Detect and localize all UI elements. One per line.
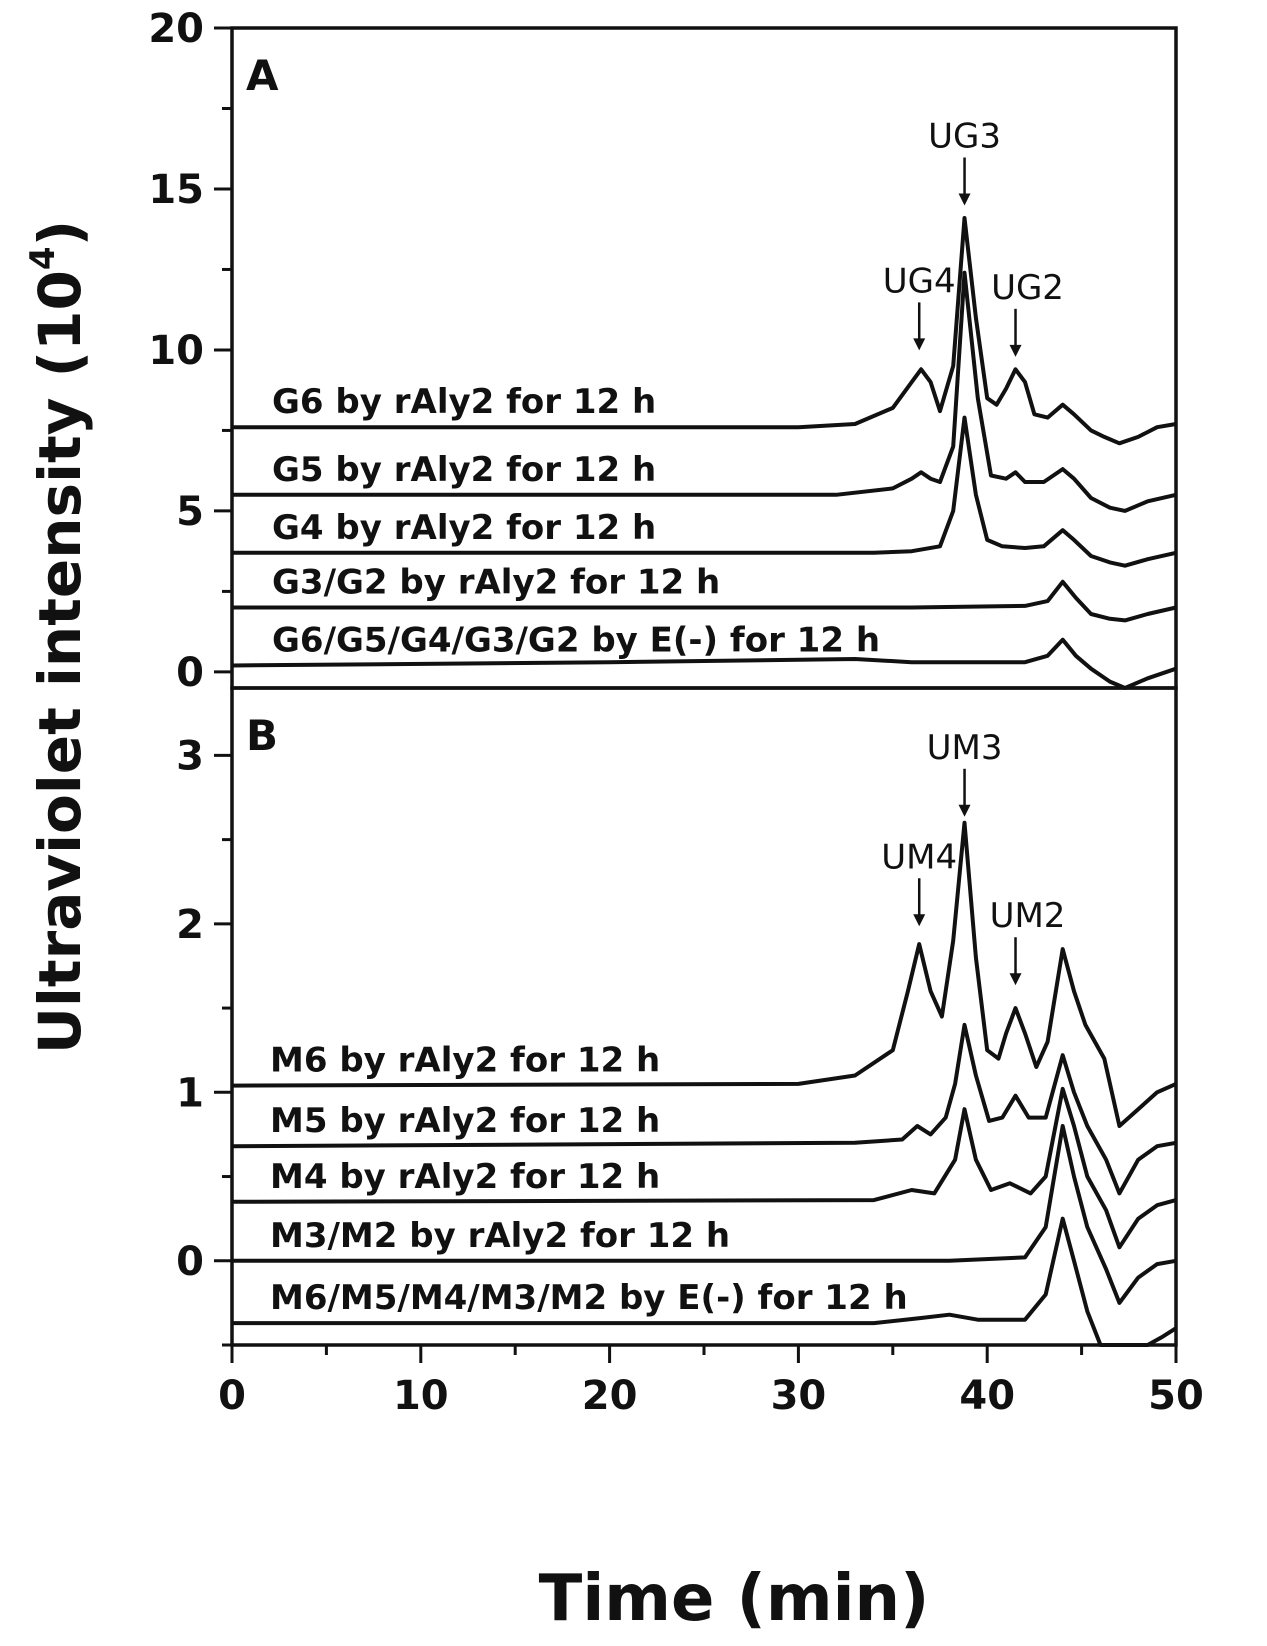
y-tick-label-A: 20: [148, 6, 204, 52]
x-tick-label: 0: [218, 1373, 246, 1419]
y-axis-title: Ultraviolet intensity (104): [23, 220, 94, 1054]
trace-label: M4 by rAly2 for 12 h: [270, 1157, 660, 1197]
plot-frames: [230, 26, 1178, 1347]
trace-label: G4 by rAly2 for 12 h: [272, 508, 656, 548]
trace-label: G5 by rAly2 for 12 h: [272, 450, 656, 490]
trace-line: [232, 1216, 1178, 1347]
x-tick-label: 10: [393, 1373, 449, 1419]
peak-label: UG2: [991, 268, 1064, 308]
x-tick-label: 30: [771, 1373, 827, 1419]
trace-line: [232, 216, 1177, 446]
peak-arrow-head: [1009, 973, 1022, 986]
peak-label: UG3: [928, 117, 1001, 157]
peak-arrow-head: [958, 804, 971, 817]
trace-line: [231, 1022, 1177, 1196]
y-tick-label-A: 10: [148, 328, 204, 374]
trace-label: M5 by rAly2 for 12 h: [270, 1101, 660, 1141]
trace-label: G3/G2 by rAly2 for 12 h: [272, 563, 720, 603]
peak-label: UM2: [990, 896, 1066, 936]
trace-line: [232, 415, 1177, 568]
trace-label: G6 by rAly2 for 12 h: [272, 382, 656, 422]
y-tick-label-A: 15: [148, 167, 204, 213]
y-axis-title-exponent: 4: [23, 246, 63, 270]
peak-arrow-head: [913, 338, 926, 351]
y-tick-label-B: 0: [176, 1239, 204, 1285]
y-tick-label-A: 5: [176, 489, 204, 535]
trace-label: M6 by rAly2 for 12 h: [270, 1041, 660, 1081]
y-tick-label-B: 2: [176, 902, 204, 948]
axis-ticks: [214, 26, 1178, 1363]
x-axis-title: Time (min): [539, 1562, 930, 1636]
x-tick-label: 40: [959, 1373, 1015, 1419]
chromatogram-traces: [231, 216, 1178, 1347]
trace-line: [232, 579, 1177, 623]
x-tick-label: 20: [582, 1373, 638, 1419]
peak-label: UM3: [927, 728, 1003, 768]
trace-label: M6/M5/M4/M3/M2 by E(-) for 12 h: [270, 1278, 908, 1318]
y-tick-label-A: 0: [176, 650, 204, 696]
peak-label: UM4: [881, 837, 957, 877]
peak-arrow-head: [1009, 344, 1022, 357]
panel-label-B: B: [246, 711, 278, 760]
y-tick-label-B: 1: [176, 1070, 204, 1116]
peak-label: UG4: [883, 261, 956, 301]
trace-line: [231, 1086, 1177, 1250]
y-axis-title-close: ): [26, 220, 94, 247]
trace-line: [231, 637, 1177, 690]
x-tick-label: 50: [1148, 1373, 1204, 1419]
y-tick-label-B: 3: [176, 733, 204, 779]
trace-line: [231, 820, 1177, 1128]
trace-label: M3/M2 by rAly2 for 12 h: [270, 1216, 730, 1256]
panel-label-A: A: [246, 51, 279, 100]
trace-line: [232, 270, 1177, 513]
trace-label: G6/G5/G4/G3/G2 by E(-) for 12 h: [272, 620, 880, 660]
peak-arrow-head: [958, 193, 971, 206]
trace-line: [232, 1124, 1177, 1305]
y-axis-title-main: Ultraviolet intensity (10: [26, 270, 94, 1054]
peak-arrow-head: [913, 914, 926, 927]
